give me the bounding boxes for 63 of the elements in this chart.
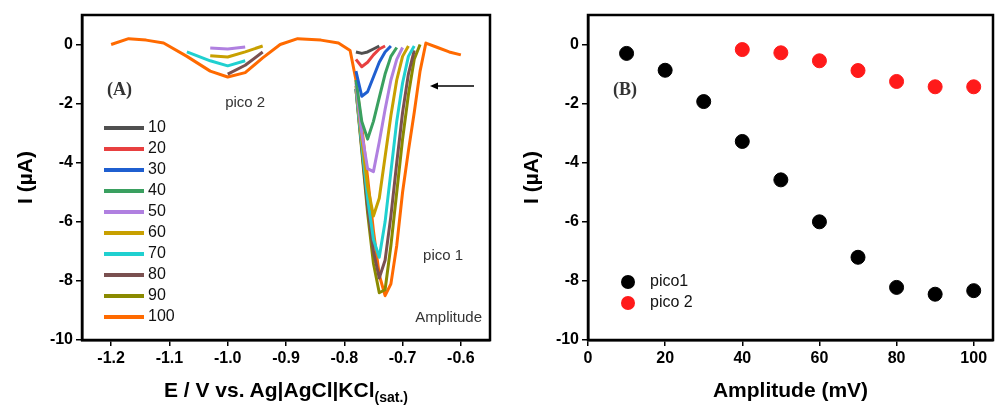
legend-label: 80 bbox=[148, 265, 166, 283]
y-tick-label: -6 bbox=[58, 212, 74, 230]
annotation: (B) bbox=[613, 78, 637, 100]
y-axis-title: I (µA) bbox=[519, 151, 543, 204]
point bbox=[966, 283, 982, 299]
x-tick-label: -1.0 bbox=[213, 349, 242, 367]
point bbox=[657, 62, 673, 78]
y-tick-label: -4 bbox=[564, 153, 580, 171]
y-tick-label: -4 bbox=[58, 153, 74, 171]
x-tick-label: -0.8 bbox=[330, 349, 359, 367]
x-tick-label: -1.1 bbox=[155, 349, 184, 367]
y-tick-label: -2 bbox=[58, 94, 74, 112]
x-tick-label: -0.9 bbox=[272, 349, 300, 367]
legend-label: 100 bbox=[148, 307, 175, 325]
x-tick-label: 100 bbox=[960, 349, 988, 367]
y-tick-label: -8 bbox=[58, 271, 74, 289]
point bbox=[696, 94, 712, 110]
annotation: pico 1 bbox=[423, 245, 464, 263]
x-tick-label: -0.6 bbox=[447, 349, 475, 367]
annotation: Amplitude bbox=[415, 308, 482, 326]
x-tick-label: -0.7 bbox=[388, 349, 417, 367]
point bbox=[966, 79, 982, 95]
y-tick-label: 0 bbox=[64, 34, 74, 52]
y-tick-label: -8 bbox=[564, 271, 580, 289]
point bbox=[811, 53, 827, 69]
x-tick-label: -1.2 bbox=[97, 349, 126, 367]
legend-label: 40 bbox=[148, 181, 166, 199]
point bbox=[927, 286, 943, 302]
legend-label: 70 bbox=[148, 244, 166, 262]
legend-label: 50 bbox=[148, 202, 166, 220]
point bbox=[889, 73, 905, 89]
x-tick-label: 20 bbox=[656, 349, 675, 367]
annotation: (A) bbox=[107, 78, 132, 100]
point bbox=[773, 45, 789, 61]
legend-label: 90 bbox=[148, 286, 166, 304]
point bbox=[619, 45, 635, 61]
y-tick-label: 0 bbox=[570, 34, 580, 52]
y-tick-label: -6 bbox=[564, 212, 580, 230]
legend-label: 30 bbox=[148, 160, 166, 178]
x-tick-label: 80 bbox=[887, 349, 906, 367]
y-tick-label: -2 bbox=[564, 94, 580, 112]
x-tick-label: 40 bbox=[733, 349, 752, 367]
legend-label: pico 2 bbox=[650, 293, 693, 311]
point bbox=[889, 279, 905, 295]
legend-label: 20 bbox=[148, 139, 166, 157]
point bbox=[734, 42, 750, 58]
x-tick-label: 60 bbox=[810, 349, 829, 367]
y-tick-label: -10 bbox=[49, 330, 74, 348]
y-axis-title: I (µA) bbox=[13, 151, 37, 204]
point bbox=[811, 214, 827, 230]
point bbox=[850, 249, 866, 265]
legend-label: 60 bbox=[148, 223, 166, 241]
point bbox=[927, 79, 943, 95]
x-axis-title: E / V vs. Ag|AgCl|KCl$_{(sat.)}$ bbox=[164, 378, 408, 406]
y-tick-label: -10 bbox=[555, 330, 580, 348]
point bbox=[850, 63, 866, 79]
x-tick-label: 0 bbox=[583, 349, 593, 367]
x-axis-title: Amplitude (mV) bbox=[712, 378, 869, 402]
annotation: pico 2 bbox=[225, 92, 266, 110]
point bbox=[734, 133, 750, 149]
legend-label: 10 bbox=[148, 118, 166, 136]
legend-label: pico1 bbox=[650, 272, 689, 290]
point bbox=[773, 172, 789, 188]
